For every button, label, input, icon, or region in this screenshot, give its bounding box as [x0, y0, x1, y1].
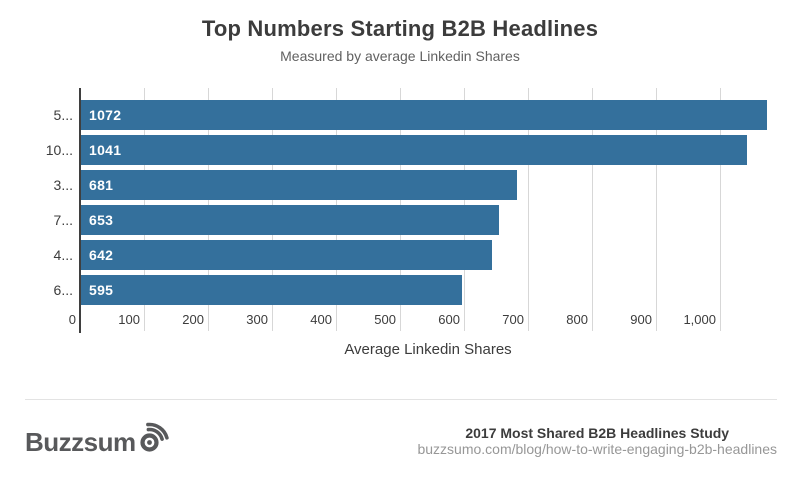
bar-value-label: 1041: [89, 142, 122, 158]
category-label: 10...: [45, 142, 73, 158]
bar-chart-plot-area: 1072 1041 681 653 642 595 5... 10... 3... 7... 4..…: [45, 88, 767, 333]
category-label: 4...: [53, 247, 73, 263]
x-axis-title: Average Linkedin Shares: [344, 341, 512, 358]
bar-10...: 1041: [81, 135, 747, 165]
bar-6...: 595: [81, 275, 462, 305]
category-label: 7...: [53, 212, 73, 228]
x-tick-label-400: 400: [310, 312, 332, 327]
x-tick-label-900: 900: [630, 312, 652, 327]
gridline-x-800: [592, 88, 593, 331]
category-label: 3...: [53, 177, 73, 193]
bar-value-label: 653: [89, 212, 114, 228]
bar-value-label: 595: [89, 282, 114, 298]
gridline-x-900: [656, 88, 657, 331]
x-tick-label-300: 300: [246, 312, 268, 327]
x-tick-label-200: 200: [182, 312, 204, 327]
bar-4...: 642: [81, 240, 492, 270]
category-label: 6...: [53, 282, 73, 298]
bar-3...: 681: [81, 170, 517, 200]
category-label: 5...: [53, 107, 73, 123]
bar-value-label: 1072: [89, 107, 122, 123]
x-tick-label-700: 700: [502, 312, 524, 327]
bar-value-label: 681: [89, 177, 114, 193]
bar-5...: 1072: [81, 100, 767, 130]
x-tick-label-1,000: 1,000: [683, 312, 716, 327]
y-axis-line: [79, 88, 81, 333]
x-tick-label-600: 600: [438, 312, 460, 327]
footer-url: buzzsumo.com/blog/how-to-write-engaging-…: [417, 441, 777, 457]
x-tick-label-500: 500: [374, 312, 396, 327]
footer-attribution: 2017 Most Shared B2B Headlines Study buz…: [417, 425, 777, 457]
gridline-x-1000: [720, 88, 721, 331]
buzzsumo-logo-text: Buzzsum: [25, 427, 136, 457]
buzzsumo-broadcast-o-icon: [137, 421, 172, 457]
x-tick-label-0: 0: [68, 312, 76, 327]
buzzsumo-logo: Buzzsum: [25, 421, 172, 458]
bar-7...: 653: [81, 205, 499, 235]
footer-study-title: 2017 Most Shared B2B Headlines Study: [465, 425, 730, 441]
gridline-x-700: [528, 88, 529, 331]
chart-subtitle: Measured by average Linkedin Shares: [280, 48, 520, 64]
x-tick-label-800: 800: [566, 312, 588, 327]
bar-value-label: 642: [89, 247, 114, 263]
chart-title: Top Numbers Starting B2B Headlines: [201, 16, 599, 41]
x-tick-label-100: 100: [118, 312, 140, 327]
footer-divider: [25, 399, 777, 400]
